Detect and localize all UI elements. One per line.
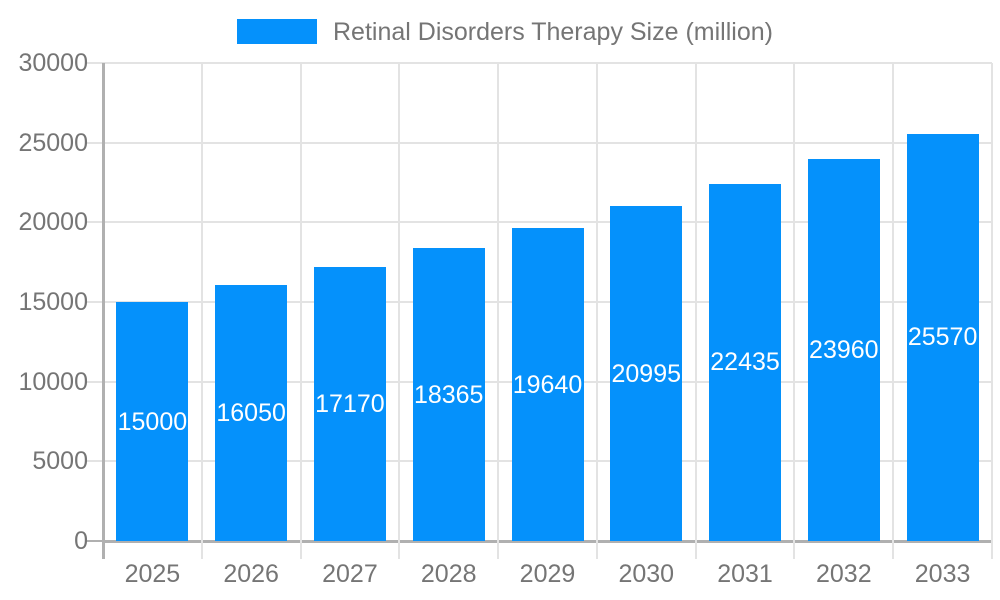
y-axis-label: 5000	[32, 447, 88, 476]
x-axis-label: 2028	[420, 560, 477, 588]
bar-2031	[709, 183, 782, 541]
gridline	[595, 63, 598, 559]
legend-swatch	[237, 19, 317, 44]
bar-value-label: 17170	[315, 390, 385, 419]
y-axis-line	[101, 63, 105, 559]
y-axis-label: 10000	[18, 367, 88, 396]
x-axis-label: 2030	[618, 560, 675, 588]
x-axis-label: 2032	[816, 560, 872, 588]
x-axis-line	[103, 539, 992, 543]
gridline	[103, 221, 992, 224]
bar-value-label: 20995	[611, 359, 682, 388]
gridline	[103, 141, 992, 144]
bar-value-label: 19640	[512, 370, 583, 399]
bar-value-label: 16050	[216, 399, 286, 428]
bar-value-label: 23960	[809, 336, 879, 365]
bar-2032	[807, 159, 880, 541]
y-tick-mark	[86, 540, 103, 542]
y-axis-label: 30000	[18, 49, 88, 77]
gridline	[497, 63, 500, 559]
bar-value-label: 22435	[710, 348, 780, 377]
gridline	[991, 63, 993, 559]
y-axis-label: 15000	[18, 288, 88, 316]
gridline	[694, 63, 697, 559]
y-tick-mark	[86, 460, 103, 463]
bar-2027	[313, 267, 386, 541]
gridline	[200, 63, 203, 559]
y-tick-mark	[86, 141, 103, 144]
y-tick-mark	[86, 62, 103, 64]
bar-value-label: 18365	[413, 380, 484, 409]
gridline	[892, 63, 895, 559]
gridline	[103, 62, 992, 64]
bar-2033	[906, 133, 979, 541]
gridline	[398, 63, 401, 559]
y-tick-mark	[86, 380, 103, 383]
bar-2026	[215, 285, 288, 541]
bar-2028	[412, 248, 485, 541]
x-axis-label: 2029	[519, 560, 576, 588]
x-axis-label: 2026	[223, 560, 279, 588]
bar-2029	[511, 228, 584, 541]
x-axis-label: 2027	[322, 560, 378, 588]
bar-2025	[116, 302, 189, 541]
gridline	[299, 63, 302, 559]
legend-label: Retinal Disorders Therapy Size (million)	[333, 18, 773, 46]
x-axis-label: 2025	[124, 560, 181, 588]
y-axis-label: 25000	[18, 128, 88, 157]
y-axis-label: 20000	[18, 208, 88, 237]
y-tick-mark	[86, 221, 103, 224]
x-axis-label: 2033	[914, 560, 971, 588]
x-axis-label: 2031	[717, 560, 773, 588]
gridline	[793, 63, 796, 559]
bar-2030	[610, 206, 683, 541]
y-tick-mark	[86, 301, 103, 303]
y-axis-label: 0	[74, 527, 88, 555]
bar-value-label: 15000	[117, 407, 188, 436]
bar-value-label: 25570	[907, 323, 978, 352]
